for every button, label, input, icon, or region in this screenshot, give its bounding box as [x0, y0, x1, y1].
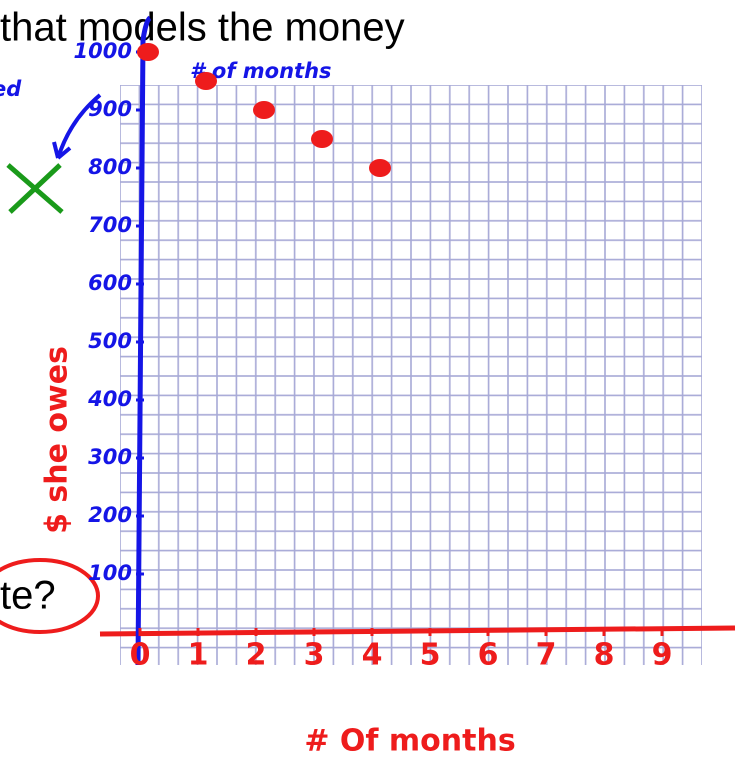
x-tick-label: 1	[188, 638, 209, 673]
x-tick-label: 2	[246, 638, 267, 673]
y-tick-label: 700	[88, 213, 132, 237]
x-tick-label: 6	[478, 638, 499, 673]
fragment-note: ed	[0, 77, 22, 101]
fragment: te?	[0, 574, 56, 618]
y-tick-label: 800	[88, 155, 132, 179]
x-tick-label: 0	[130, 638, 151, 673]
x-tick-label: 7	[536, 638, 557, 673]
data-point	[253, 101, 275, 119]
data-point	[311, 130, 333, 148]
x-tick-label: 9	[652, 638, 673, 673]
y-tick-label: 600	[88, 271, 132, 295]
whiteboard: that models the money ed # of months te?…	[0, 0, 737, 783]
x-tick-label: 8	[594, 638, 615, 673]
grid-cells	[120, 85, 702, 665]
y-tick-label: 900	[88, 97, 132, 121]
data-point	[369, 159, 391, 177]
y-axis-label: $ she owes	[40, 346, 75, 534]
x-tick-label: 4	[362, 638, 383, 673]
title: that models the money	[0, 6, 405, 50]
x-tick-label: 5	[420, 638, 441, 673]
data-point	[137, 43, 159, 61]
y-tick-label: 400	[87, 387, 132, 411]
y-tick-label: 1000	[74, 39, 132, 63]
y-tick-label: 100	[88, 561, 132, 585]
x-tick-label: 3	[304, 638, 325, 673]
check-mark	[8, 165, 62, 212]
y-tick-label: 300	[88, 445, 132, 469]
data-point	[195, 72, 217, 90]
y-tick-label: 500	[88, 329, 132, 353]
grid	[120, 85, 702, 665]
y-tick-label: 200	[88, 503, 132, 527]
x-axis-label: # Of months	[304, 724, 515, 759]
